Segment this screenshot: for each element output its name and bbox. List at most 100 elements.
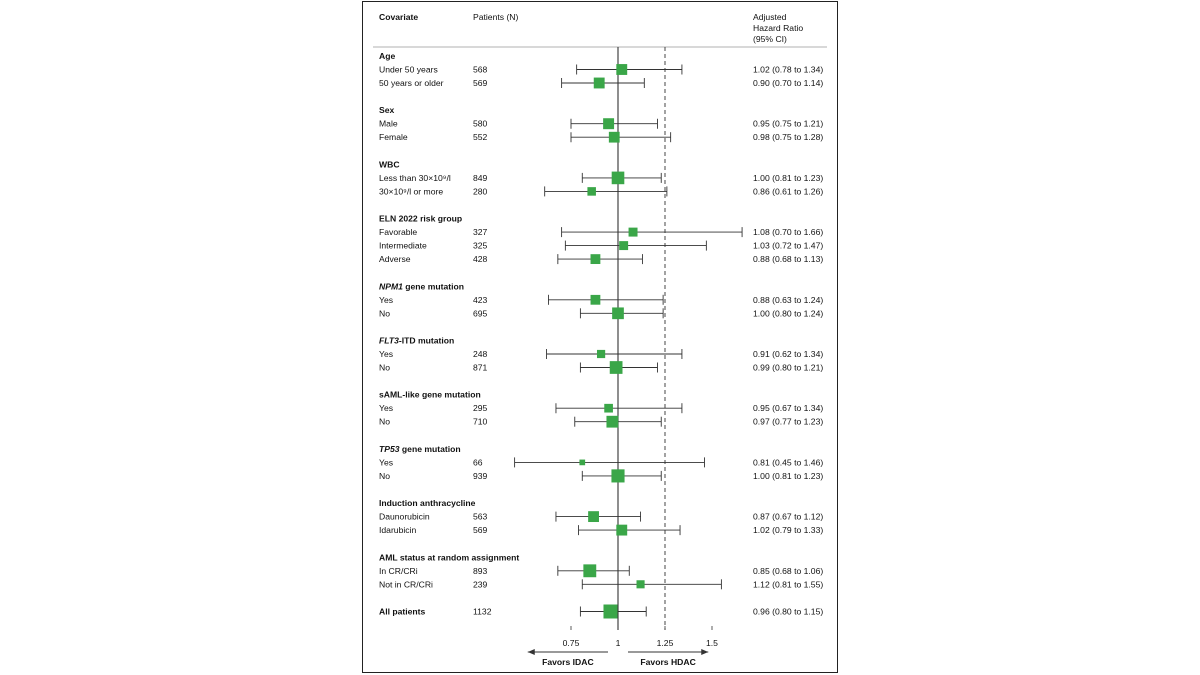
row-ci-text: 1.00 (0.81 to 1.23) — [753, 471, 823, 481]
row-ci-text: 0.87 (0.67 to 1.12) — [753, 512, 823, 522]
group-title: sAML-like gene mutation — [379, 390, 481, 400]
overall-marker — [603, 604, 618, 619]
hr-marker — [593, 77, 605, 89]
hr-marker — [628, 227, 638, 237]
row-label: Yes — [379, 403, 393, 413]
row-label: Under 50 years — [379, 65, 438, 75]
hr-marker — [611, 171, 625, 185]
row-ci-text: 1.02 (0.79 to 1.33) — [753, 525, 823, 535]
group-title: NPM1 gene mutation — [379, 281, 464, 291]
overall-label: All patients — [379, 607, 426, 617]
header-hr-line1: Adjusted — [753, 12, 787, 22]
hr-marker — [596, 349, 606, 359]
row-label: No — [379, 363, 390, 373]
row-ci-text: 0.85 (0.68 to 1.06) — [753, 566, 823, 576]
header-hr-line2: Hazard Ratio — [753, 23, 803, 33]
group-title: Induction anthracycline — [379, 498, 476, 508]
row-label: No — [379, 308, 390, 318]
row-patients: 428 — [473, 254, 488, 264]
hr-marker — [609, 361, 623, 374]
hr-marker — [608, 131, 620, 143]
hr-marker — [616, 64, 628, 75]
hr-marker — [590, 254, 601, 265]
row-label: Daunorubicin — [379, 512, 430, 522]
group-title: TP53 gene mutation — [379, 444, 461, 454]
hr-marker — [612, 307, 624, 320]
row-ci-text: 1.00 (0.81 to 1.23) — [753, 173, 823, 183]
row-patients: 325 — [473, 241, 488, 251]
favors-left-label: Favors IDAC — [542, 657, 594, 667]
hr-marker — [606, 415, 619, 428]
row-ci-text: 0.95 (0.75 to 1.21) — [753, 119, 823, 129]
row-ci-text: 0.95 (0.67 to 1.34) — [753, 403, 823, 413]
row-label: Adverse — [379, 254, 411, 264]
group-title: Sex — [379, 105, 395, 115]
favors-left-arrowhead — [527, 649, 535, 655]
row-ci-text: 1.00 (0.80 to 1.24) — [753, 308, 823, 318]
header-covariate: Covariate — [379, 12, 418, 22]
group-title: WBC — [379, 159, 400, 169]
row-patients: 580 — [473, 119, 488, 129]
row-patients: 710 — [473, 417, 488, 427]
row-ci-text: 0.98 (0.75 to 1.28) — [753, 132, 823, 142]
row-patients: 552 — [473, 132, 488, 142]
row-patients: 893 — [473, 566, 488, 576]
group-title: FLT3-ITD mutation — [379, 336, 454, 346]
row-ci-text: 0.99 (0.80 to 1.21) — [753, 363, 823, 373]
row-ci-text: 1.12 (0.81 to 1.55) — [753, 579, 823, 589]
row-patients: 871 — [473, 363, 488, 373]
row-patients: 295 — [473, 403, 488, 413]
favors-right-label: Favors HDAC — [640, 657, 695, 667]
row-ci-text: 0.86 (0.61 to 1.26) — [753, 186, 823, 196]
hr-marker — [583, 564, 597, 578]
row-ci-text: 1.03 (0.72 to 1.47) — [753, 241, 823, 251]
row-patients: 239 — [473, 579, 488, 589]
row-patients: 423 — [473, 295, 488, 305]
row-label: Less than 30×10⁹/l — [379, 173, 451, 183]
row-label: Yes — [379, 295, 393, 305]
row-label: Not in CR/CRi — [379, 579, 433, 589]
row-patients: 568 — [473, 65, 488, 75]
row-patients: 569 — [473, 78, 488, 88]
forest-plot-figure: Covariate Patients (N) Adjusted Hazard Rati… — [362, 1, 838, 673]
row-label: Intermediate — [379, 241, 427, 251]
row-label: Female — [379, 132, 408, 142]
hr-marker — [611, 469, 625, 483]
row-patients: 1132 — [473, 607, 492, 617]
row-label: Favorable — [379, 227, 417, 237]
hr-marker — [579, 459, 586, 466]
row-patients: 939 — [473, 471, 488, 481]
axis-tick-label: 0.75 — [563, 638, 580, 648]
header-patients: Patients (N) — [473, 12, 519, 22]
row-label: 30×10⁹/l or more — [379, 186, 443, 196]
row-ci-text: 0.81 (0.45 to 1.46) — [753, 457, 823, 467]
axis-tick-label: 1.25 — [657, 638, 674, 648]
row-label: Idarubicin — [379, 525, 416, 535]
row-ci-text: 0.96 (0.80 to 1.15) — [753, 607, 823, 617]
axis-tick-label: 1.5 — [706, 638, 718, 648]
row-ci-text: 0.88 (0.63 to 1.24) — [753, 295, 823, 305]
row-ci-text: 0.88 (0.68 to 1.13) — [753, 254, 823, 264]
row-ci-text: 1.08 (0.70 to 1.66) — [753, 227, 823, 237]
row-label: Yes — [379, 457, 393, 467]
row-patients: 569 — [473, 525, 488, 535]
row-label: Yes — [379, 349, 393, 359]
row-patients: 695 — [473, 308, 488, 318]
row-patients: 66 — [473, 457, 483, 467]
row-label: 50 years or older — [379, 78, 444, 88]
favors-right-arrowhead — [701, 649, 709, 655]
group-title: Age — [379, 51, 395, 61]
hr-marker — [636, 580, 645, 589]
row-ci-text: 0.90 (0.70 to 1.14) — [753, 78, 823, 88]
row-ci-text: 0.91 (0.62 to 1.34) — [753, 349, 823, 359]
group-title: ELN 2022 risk group — [379, 214, 462, 224]
hr-marker — [603, 118, 615, 130]
row-patients: 563 — [473, 512, 488, 522]
hr-marker — [616, 524, 628, 536]
group-title: AML status at random assignment — [379, 552, 519, 562]
row-patients: 327 — [473, 227, 488, 237]
row-patients: 849 — [473, 173, 488, 183]
hr-marker — [588, 511, 599, 523]
row-patients: 280 — [473, 186, 488, 196]
